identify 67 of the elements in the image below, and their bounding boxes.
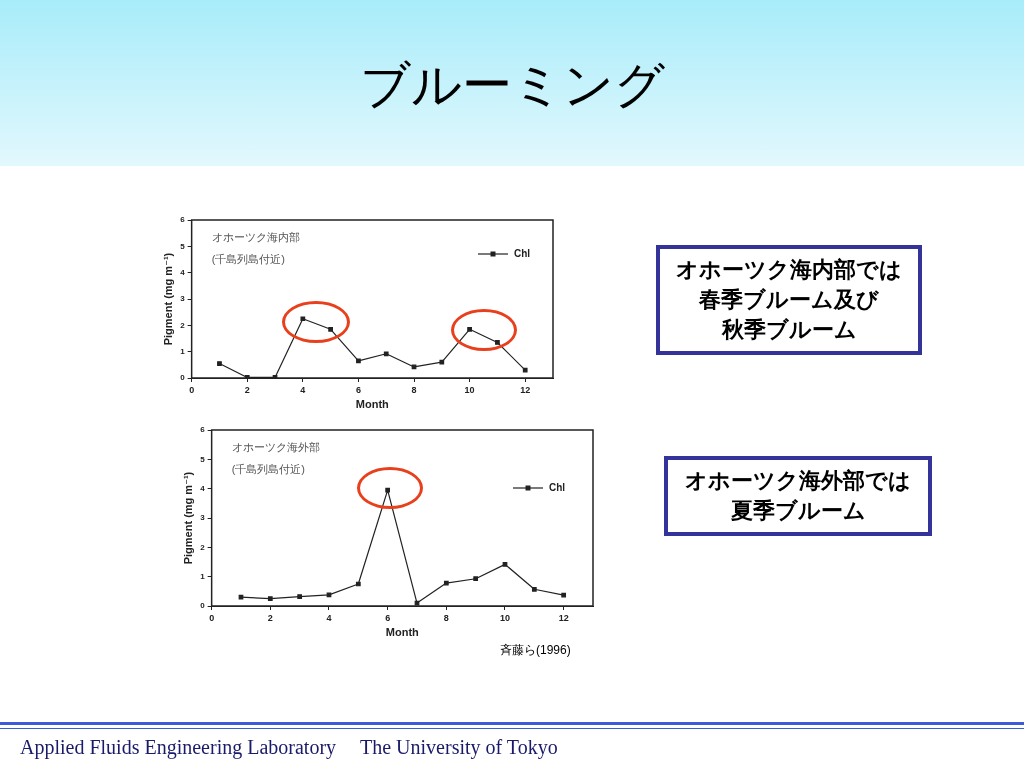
x-tick-label: 6 — [385, 612, 391, 623]
point — [385, 487, 391, 493]
annotation: オホーツク海内部 — [211, 231, 300, 244]
x-tick-label: 8 — [443, 612, 449, 623]
x-tick-label: 4 — [300, 384, 306, 395]
legend-label: Chl — [514, 247, 531, 259]
y-axis-title: Pigment (mg m⁻¹) — [161, 252, 174, 346]
point — [267, 596, 273, 602]
x-tick-label: 0 — [189, 384, 195, 395]
point — [495, 340, 500, 345]
point — [439, 359, 445, 365]
point — [356, 358, 361, 364]
y-tick-label: 5 — [180, 241, 186, 251]
x-axis-title: Month — [385, 626, 420, 639]
y-tick-label: 5 — [200, 454, 206, 464]
x-tick-label: 0 — [209, 612, 215, 623]
x-tick-label: 2 — [267, 612, 273, 623]
y-tick-label: 4 — [180, 267, 186, 277]
point — [300, 316, 306, 322]
text: 斉藤ら(1996) — [500, 642, 571, 659]
x-tick-label: 6 — [355, 384, 361, 395]
text: オホーツク海内部では — [675, 256, 903, 284]
point — [238, 594, 244, 600]
x-tick-label: 8 — [411, 384, 417, 395]
point — [473, 576, 479, 582]
legend-label: Chl — [549, 481, 566, 493]
annotation: オホーツク海外部 — [231, 441, 320, 454]
text: 夏季ブルーム — [729, 497, 867, 525]
point — [326, 592, 332, 598]
point — [383, 351, 389, 357]
x-tick-label: 10 — [499, 612, 510, 623]
x-tick-label: 2 — [244, 384, 250, 395]
point — [297, 594, 303, 599]
y-axis-title: Pigment (mg m⁻¹) — [181, 471, 194, 565]
point — [443, 580, 449, 586]
x-tick-label: 4 — [326, 612, 332, 623]
point — [522, 367, 528, 373]
y-tick-label: 2 — [200, 542, 206, 552]
y-tick-label: 1 — [200, 571, 206, 581]
y-tick-label: 3 — [180, 294, 186, 304]
point — [502, 561, 508, 567]
point — [328, 326, 333, 332]
y-tick-label: 1 — [180, 346, 186, 356]
point — [561, 592, 567, 598]
chart-title: ブルーミング — [358, 56, 666, 115]
text: 秋季ブルーム — [720, 316, 858, 344]
point — [355, 581, 361, 587]
text: オホーツク海外部では — [684, 467, 912, 495]
point — [467, 326, 472, 332]
y-tick-label: 2 — [180, 320, 186, 330]
text: 春季ブルーム及び — [698, 286, 880, 314]
y-tick-label: 6 — [200, 425, 206, 435]
y-tick-label: 0 — [200, 601, 206, 611]
text: The University of Tokyo — [360, 736, 558, 759]
annotation: (千島列島付近) — [211, 253, 285, 266]
x-tick-label: 10 — [464, 384, 475, 395]
y-tick-label: 0 — [180, 373, 186, 383]
text: Applied Fluids Engineering Laboratory — [20, 736, 337, 759]
annotation: (千島列島付近) — [231, 463, 305, 476]
y-tick-label: 3 — [200, 513, 206, 523]
point — [531, 586, 537, 592]
x-axis-title: Month — [355, 398, 390, 411]
x-tick-label: 12 — [558, 612, 569, 623]
point — [217, 361, 222, 366]
x-tick-label: 12 — [520, 384, 531, 395]
y-tick-label: 4 — [200, 483, 206, 493]
y-tick-label: 6 — [180, 215, 186, 225]
